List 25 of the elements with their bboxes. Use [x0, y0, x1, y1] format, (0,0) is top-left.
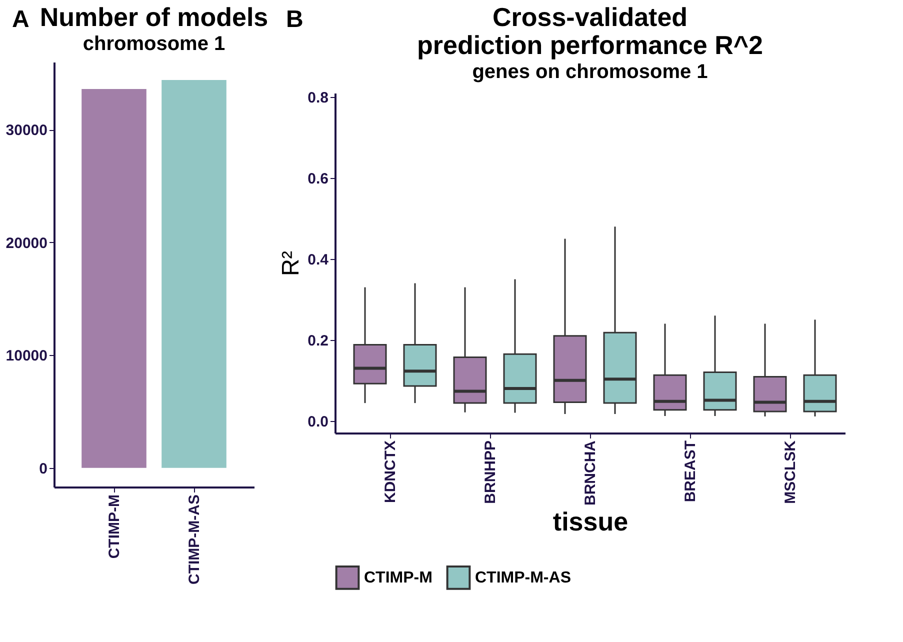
chart-title: Cross-validated prediction performance R^2	[416, 2, 764, 60]
y-axis-title: R²	[278, 250, 305, 276]
chart-subtitle: chromosome 1	[82, 33, 226, 55]
text: A	[12, 6, 30, 34]
chart-title: Number of models	[40, 2, 268, 32]
y-tick-label: 30000	[6, 122, 48, 140]
y-tick-label: 10000	[6, 348, 48, 365]
legend-label: CTIMP-M	[364, 570, 432, 587]
legend-label: CTIMP-M-AS	[475, 570, 572, 587]
x-axis-title: tissue	[552, 506, 628, 536]
x-tick-label: BRNHPP	[482, 440, 499, 504]
text: B	[286, 6, 304, 34]
y-tick-label: 20000	[6, 234, 48, 252]
y-tick-label: 0.4	[308, 251, 330, 268]
y-tick-label: 0	[39, 460, 48, 478]
y-tick-label: 0.6	[308, 170, 328, 188]
chart-subtitle: genes on chromosome 1	[472, 61, 708, 84]
y-tick-label: 0.8	[308, 90, 328, 107]
x-tick-label: MSCLSK	[782, 440, 799, 504]
x-tick-label: CTIMP-M-AS	[186, 494, 203, 584]
y-tick-label: 0.0	[308, 413, 328, 430]
x-tick-label: KDNCTX	[382, 440, 399, 503]
x-tick-label: BRNCHA	[582, 440, 599, 506]
y-tick-label: 0.2	[308, 332, 328, 350]
x-tick-label: BREAST	[682, 440, 699, 502]
